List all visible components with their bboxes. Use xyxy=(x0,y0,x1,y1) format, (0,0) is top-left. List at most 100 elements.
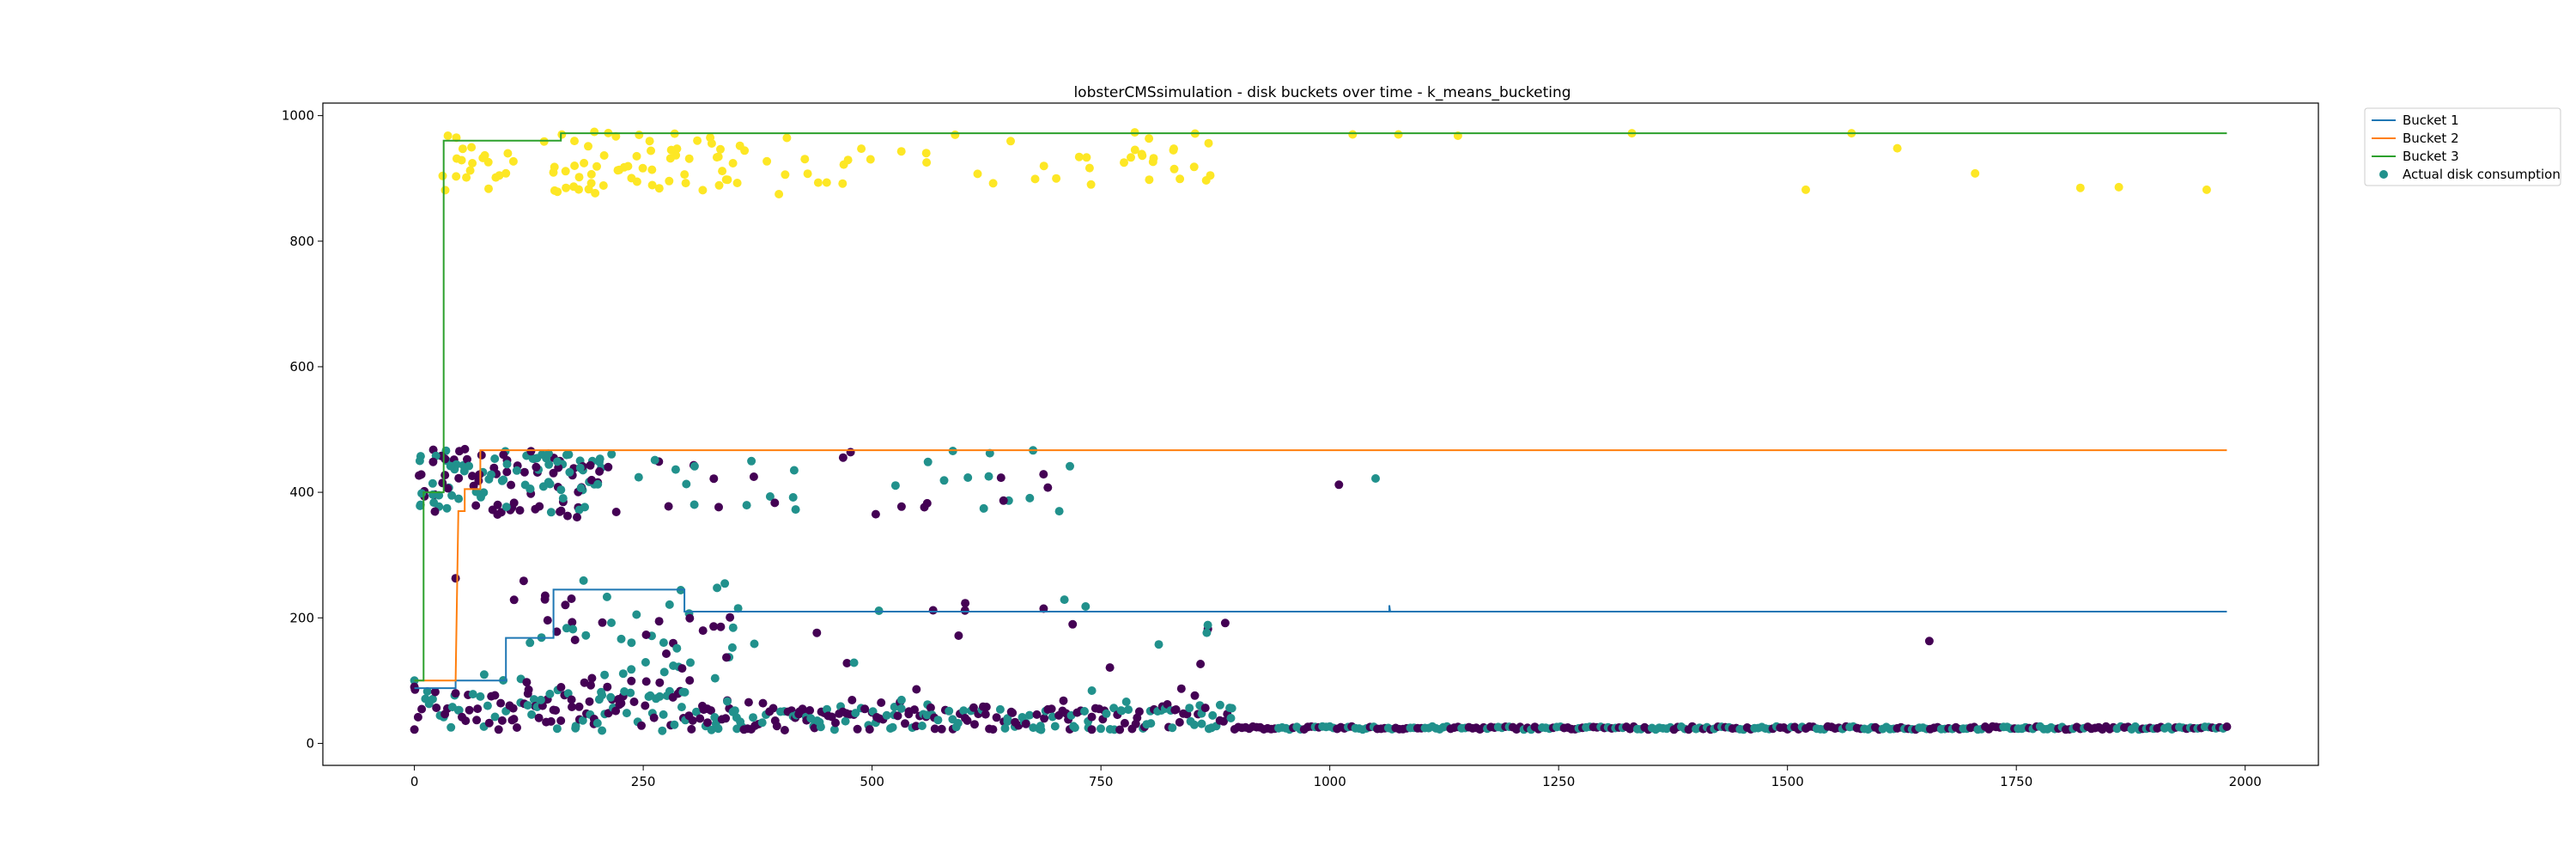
scatter-point xyxy=(595,457,604,466)
scatter-point xyxy=(483,701,492,710)
scatter-point xyxy=(996,473,1005,483)
scatter-point xyxy=(951,130,960,139)
scatter-point xyxy=(713,583,722,593)
scatter-point xyxy=(659,710,668,719)
scatter-point xyxy=(568,703,576,711)
scatter-point xyxy=(562,450,571,460)
scatter-point xyxy=(534,713,544,722)
scatter-point xyxy=(627,665,636,674)
scatter-point xyxy=(461,716,471,726)
scatter-point xyxy=(527,710,537,719)
scatter-point xyxy=(959,706,969,716)
scatter-point xyxy=(578,716,587,725)
scatter-point xyxy=(930,724,939,734)
legend: Bucket 1 Bucket 2 Bucket 3 Actual disk c… xyxy=(2364,107,2561,186)
scatter-point xyxy=(831,718,840,728)
scatter-point xyxy=(677,703,686,712)
scatter-point xyxy=(969,703,978,712)
scatter-point xyxy=(1003,714,1012,723)
scatter-point xyxy=(622,709,631,718)
scatter-point xyxy=(1006,137,1015,146)
scatter-point xyxy=(627,676,636,685)
scatter-point xyxy=(728,159,738,168)
scatter-point xyxy=(567,695,576,704)
scatter-point xyxy=(1030,174,1040,184)
scatter-point xyxy=(710,673,720,683)
scatter-point xyxy=(649,713,659,722)
scatter-point xyxy=(995,704,1005,714)
scatter-point xyxy=(556,485,566,495)
scatter-point xyxy=(1047,704,1056,714)
scatter-point xyxy=(524,685,533,694)
scatter-point xyxy=(557,130,567,139)
scatter-point xyxy=(546,716,556,726)
scatter-point xyxy=(1215,700,1224,710)
scatter-point xyxy=(497,716,507,725)
scatter-point xyxy=(981,703,991,711)
scatter-point xyxy=(665,176,674,186)
scatter-point xyxy=(926,703,935,712)
scatter-point xyxy=(593,479,603,489)
scatter-point xyxy=(1036,725,1046,734)
scatter-point xyxy=(1117,706,1127,716)
scatter-point xyxy=(1190,691,1200,700)
scatter-point xyxy=(1208,710,1218,720)
x-tick-label: 1500 xyxy=(1771,774,1804,789)
scatter-point xyxy=(747,456,756,466)
scatter-point xyxy=(465,461,474,471)
scatter-point xyxy=(842,659,852,667)
scatter-point xyxy=(988,725,998,734)
scatter-point xyxy=(529,695,538,704)
scatter-point xyxy=(992,713,1001,722)
scatter-point xyxy=(710,713,720,722)
scatter-point xyxy=(780,726,789,734)
scatter-point xyxy=(638,163,647,173)
scatter-point xyxy=(812,628,822,637)
scatter-point xyxy=(1066,461,1074,471)
scatter-point xyxy=(961,599,970,608)
scatter-point xyxy=(477,450,486,460)
scatter-point xyxy=(641,677,651,686)
scatter-point xyxy=(789,466,799,475)
scatter-point xyxy=(707,139,716,148)
scatter-point xyxy=(497,476,507,485)
scatter-point xyxy=(750,639,759,649)
scatter-point xyxy=(655,678,665,687)
scatter-point xyxy=(680,687,690,697)
scatter-point xyxy=(696,714,705,723)
scatter-point xyxy=(846,448,855,457)
scatter-point xyxy=(606,692,616,702)
scatter-point xyxy=(479,670,489,679)
scatter-point xyxy=(490,691,500,700)
scatter-point xyxy=(526,638,535,648)
scatter-point xyxy=(543,616,552,625)
scatter-point xyxy=(838,179,848,188)
scatter-point xyxy=(685,613,695,623)
scatter-point xyxy=(1348,130,1358,139)
scatter-point xyxy=(469,481,478,490)
scatter-point xyxy=(515,506,525,515)
scatter-point xyxy=(641,658,650,667)
scatter-point xyxy=(1185,704,1194,713)
scatter-point xyxy=(659,667,669,677)
scatter-point xyxy=(690,461,699,471)
scatter-point xyxy=(1081,602,1091,611)
scatter-point xyxy=(509,595,519,605)
scatter-point xyxy=(465,166,475,175)
scatter-point xyxy=(658,726,667,735)
scatter-point xyxy=(2114,182,2123,192)
scatter-point xyxy=(1176,684,1186,693)
scatter-point xyxy=(573,513,581,522)
scatter-point xyxy=(1102,709,1111,718)
scatter-point xyxy=(611,706,621,716)
scatter-point xyxy=(877,698,886,707)
scatter-point xyxy=(454,473,464,483)
scatter-point xyxy=(1371,474,1380,483)
scatter-point xyxy=(716,144,725,154)
scatter-point xyxy=(552,627,562,637)
scatter-point xyxy=(413,712,422,722)
scatter-point xyxy=(603,682,612,691)
scatter-point xyxy=(770,498,780,508)
scatter-point xyxy=(635,131,644,139)
scatter-point xyxy=(465,705,474,715)
